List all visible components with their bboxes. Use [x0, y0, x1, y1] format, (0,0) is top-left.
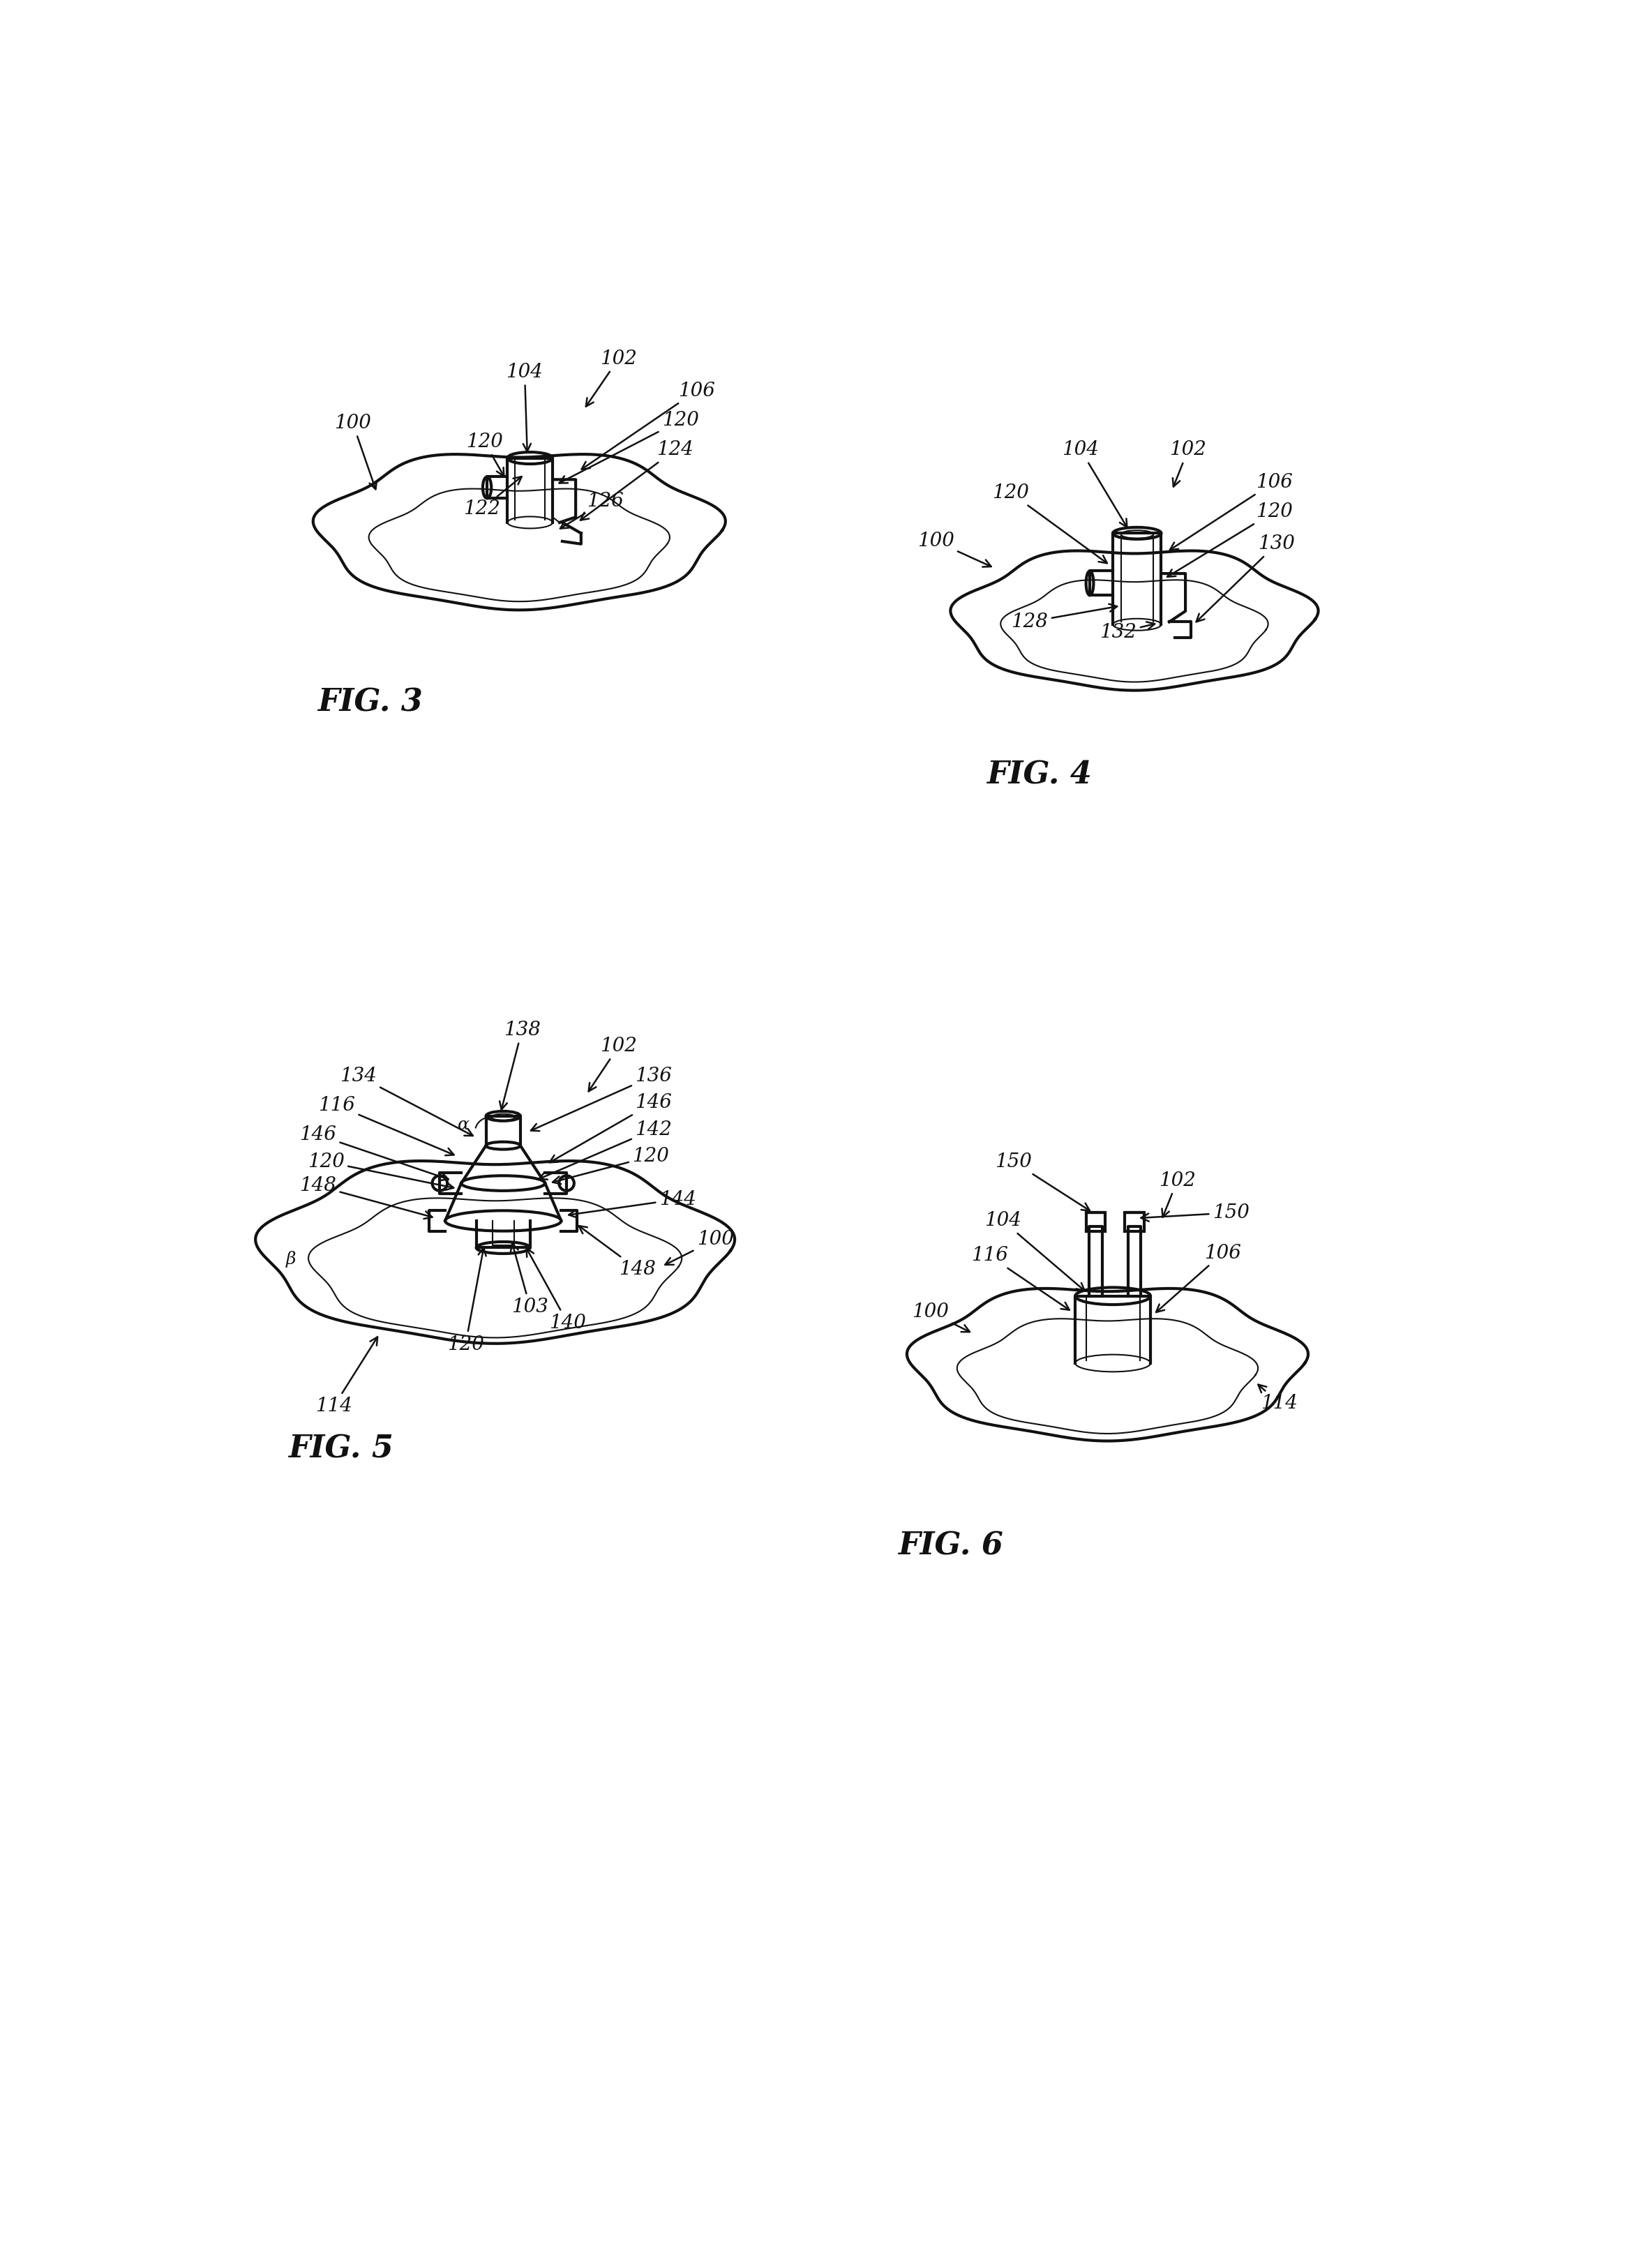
Text: 150: 150 [995, 1152, 1089, 1211]
Text: 116: 116 [318, 1095, 454, 1154]
Text: 100: 100 [917, 533, 992, 567]
Text: 148: 148 [579, 1225, 657, 1279]
Text: 102: 102 [1158, 1170, 1196, 1218]
Text: 122: 122 [464, 476, 521, 519]
Text: 150: 150 [1140, 1204, 1249, 1222]
Text: 138: 138 [500, 1021, 541, 1109]
Text: 106: 106 [1170, 472, 1292, 549]
Text: 140: 140 [526, 1247, 586, 1331]
Text: FIG. 6: FIG. 6 [898, 1531, 1003, 1560]
Text: 100: 100 [912, 1302, 970, 1331]
Text: FIG. 4: FIG. 4 [987, 760, 1092, 789]
Text: 132: 132 [1101, 621, 1155, 642]
Text: 120: 120 [465, 433, 503, 476]
Text: β: β [285, 1250, 295, 1268]
Text: 120: 120 [447, 1247, 487, 1354]
Text: 146: 146 [549, 1093, 672, 1163]
Text: 102: 102 [589, 1036, 637, 1091]
Text: 148: 148 [299, 1177, 432, 1218]
Text: 134: 134 [340, 1066, 474, 1136]
Text: FIG. 3: FIG. 3 [318, 687, 422, 717]
Text: 120: 120 [553, 1148, 670, 1184]
Text: 104: 104 [985, 1211, 1084, 1290]
Text: 114: 114 [1259, 1383, 1299, 1413]
Text: 142: 142 [540, 1120, 672, 1179]
Text: FIG. 5: FIG. 5 [289, 1433, 394, 1465]
Text: 114: 114 [315, 1336, 378, 1415]
Text: 106: 106 [1157, 1243, 1241, 1313]
Text: 146: 146 [299, 1125, 449, 1179]
Text: 126: 126 [561, 492, 624, 528]
Text: 106: 106 [581, 381, 714, 469]
Text: 124: 124 [581, 440, 693, 519]
Text: 103: 103 [510, 1243, 548, 1315]
Text: 136: 136 [531, 1066, 672, 1132]
Text: 120: 120 [307, 1152, 454, 1191]
Text: 102: 102 [586, 349, 637, 406]
Text: 100: 100 [665, 1229, 734, 1266]
Text: 120: 120 [992, 483, 1107, 562]
Text: 102: 102 [1170, 440, 1206, 488]
Text: 144: 144 [569, 1191, 696, 1218]
Text: 104: 104 [507, 363, 543, 451]
Text: α: α [457, 1116, 469, 1134]
Text: 104: 104 [1063, 440, 1127, 526]
Text: 128: 128 [1011, 603, 1117, 631]
Text: 120: 120 [559, 411, 700, 483]
Text: 116: 116 [970, 1247, 1069, 1311]
Text: 130: 130 [1196, 535, 1295, 621]
Text: 120: 120 [1167, 501, 1292, 576]
Text: 100: 100 [335, 413, 376, 490]
